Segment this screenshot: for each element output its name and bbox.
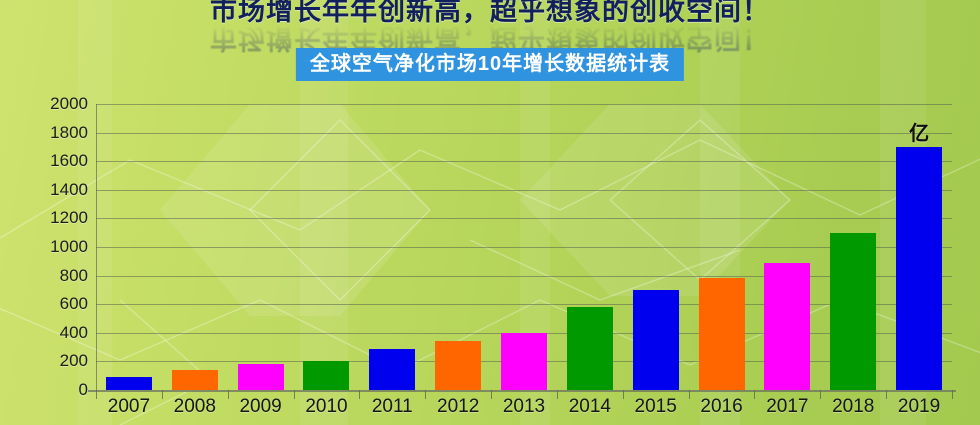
gridline — [96, 104, 952, 105]
bar-slot — [359, 104, 425, 390]
bar-slot — [557, 104, 623, 390]
x-axis-tick-label: 2016 — [700, 396, 743, 417]
bar-slot — [96, 104, 162, 390]
bar[interactable] — [632, 289, 679, 390]
gridline — [96, 161, 952, 163]
bar-slot — [689, 104, 755, 390]
y-axis-line — [96, 104, 97, 390]
x-axis-labels: 2007 2008 2009 2010 2011 2012 2013 2014 2015 2016… — [96, 396, 952, 424]
y-axis-tick-label: 200 — [59, 351, 88, 371]
bar-slot — [294, 104, 360, 390]
y-axis-tick-label: 2000 — [50, 94, 88, 113]
x-axis-tick — [491, 390, 493, 399]
x-axis-tick-label: 2009 — [239, 396, 282, 417]
x-axis-tick — [952, 390, 953, 399]
page-title: 市场增长年年创新高，超乎想象的创收空间！ — [210, 0, 770, 26]
x-axis-tick-label: 2013 — [502, 396, 546, 417]
bar-slot — [491, 104, 557, 390]
y-axis-tick-label: 800 — [59, 265, 88, 285]
bar[interactable] — [566, 307, 613, 390]
x-axis-tick — [96, 390, 97, 399]
header: 市场增长年年创新高，超乎想象的创收空间！ 市场增长年年创新高，超乎想象的创收空间… — [0, 0, 980, 53]
y-axis-tick-label: 1000 — [50, 237, 88, 256]
bar-series — [96, 104, 952, 390]
x-axis-tick — [820, 390, 822, 399]
y-axis-tick-label: 1600 — [50, 151, 88, 171]
y-axis-tick-label: 0 — [78, 380, 88, 399]
y-axis-labels: 2000 1800 1600 1400 1200 1000 800 600 400 200 0 — [0, 94, 88, 399]
bar[interactable] — [369, 348, 416, 390]
bar-slot — [754, 104, 820, 390]
x-axis-tick-label: 2011 — [371, 396, 413, 417]
y-axis-tick-label: 1800 — [50, 122, 88, 142]
x-axis-tick — [754, 390, 756, 399]
gridline — [96, 275, 952, 277]
gridline — [96, 189, 952, 191]
unit-label: 亿 — [909, 122, 930, 145]
y-axis-tick-label: 600 — [59, 294, 88, 314]
x-axis-tick — [227, 390, 229, 399]
x-axis-tick-label: 2017 — [766, 396, 809, 417]
gridline — [96, 218, 952, 220]
x-axis-tick-label: 2007 — [107, 396, 151, 417]
bar[interactable] — [435, 341, 482, 390]
bar[interactable] — [764, 262, 811, 390]
bar[interactable] — [105, 377, 152, 390]
gridline — [96, 132, 952, 134]
x-axis-tick — [556, 390, 558, 399]
x-axis-tick-label: 2012 — [437, 396, 480, 417]
x-axis-tick-label: 2008 — [173, 396, 216, 417]
gridline — [96, 247, 952, 248]
bar[interactable] — [303, 361, 350, 390]
bar[interactable] — [896, 146, 943, 390]
bar[interactable] — [500, 332, 547, 390]
x-axis-tick-label: 2018 — [832, 396, 875, 417]
x-axis-tick-label: 2010 — [305, 396, 348, 417]
bar-slot — [228, 104, 294, 390]
y-axis-tick-label: 1200 — [50, 208, 88, 228]
subtitle-banner: 全球空气净化市场10年增长数据统计表 — [295, 48, 685, 81]
x-axis-tick — [425, 390, 427, 399]
bar[interactable] — [237, 363, 284, 390]
x-axis-tick — [293, 390, 295, 399]
x-axis-tick — [161, 390, 163, 399]
bar-slot — [425, 104, 491, 390]
y-axis-tick-label: 1400 — [50, 179, 88, 199]
y-axis-tick-label: 400 — [59, 322, 88, 342]
gridline — [96, 304, 952, 306]
x-axis-tick-label: 2014 — [568, 396, 611, 417]
x-axis-tick — [359, 390, 361, 399]
bar[interactable] — [171, 369, 218, 390]
x-axis-line — [88, 390, 956, 392]
bar-slot — [886, 104, 952, 390]
bar-slot — [162, 104, 228, 390]
bar-slot — [623, 104, 689, 390]
x-axis-tick — [622, 390, 624, 399]
bar[interactable] — [698, 278, 745, 390]
bar-slot — [820, 104, 886, 390]
x-axis-tick-label: 2019 — [897, 396, 941, 417]
x-axis-tick-label: 2015 — [634, 396, 677, 417]
bar[interactable] — [830, 232, 877, 390]
x-axis-tick — [886, 390, 888, 399]
plot-area — [88, 104, 956, 399]
x-axis-tick — [688, 390, 690, 399]
